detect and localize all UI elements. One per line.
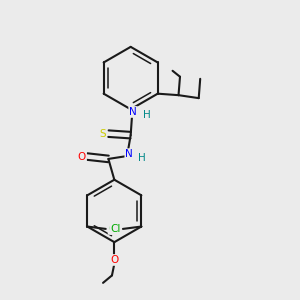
Text: Cl: Cl bbox=[110, 224, 121, 234]
Text: S: S bbox=[100, 129, 106, 139]
Text: N: N bbox=[129, 107, 137, 117]
Text: H: H bbox=[142, 110, 150, 120]
Text: N: N bbox=[125, 149, 133, 159]
Text: H: H bbox=[138, 153, 146, 163]
Text: O: O bbox=[110, 255, 118, 265]
Text: O: O bbox=[78, 152, 86, 161]
Text: Cl: Cl bbox=[109, 224, 119, 234]
